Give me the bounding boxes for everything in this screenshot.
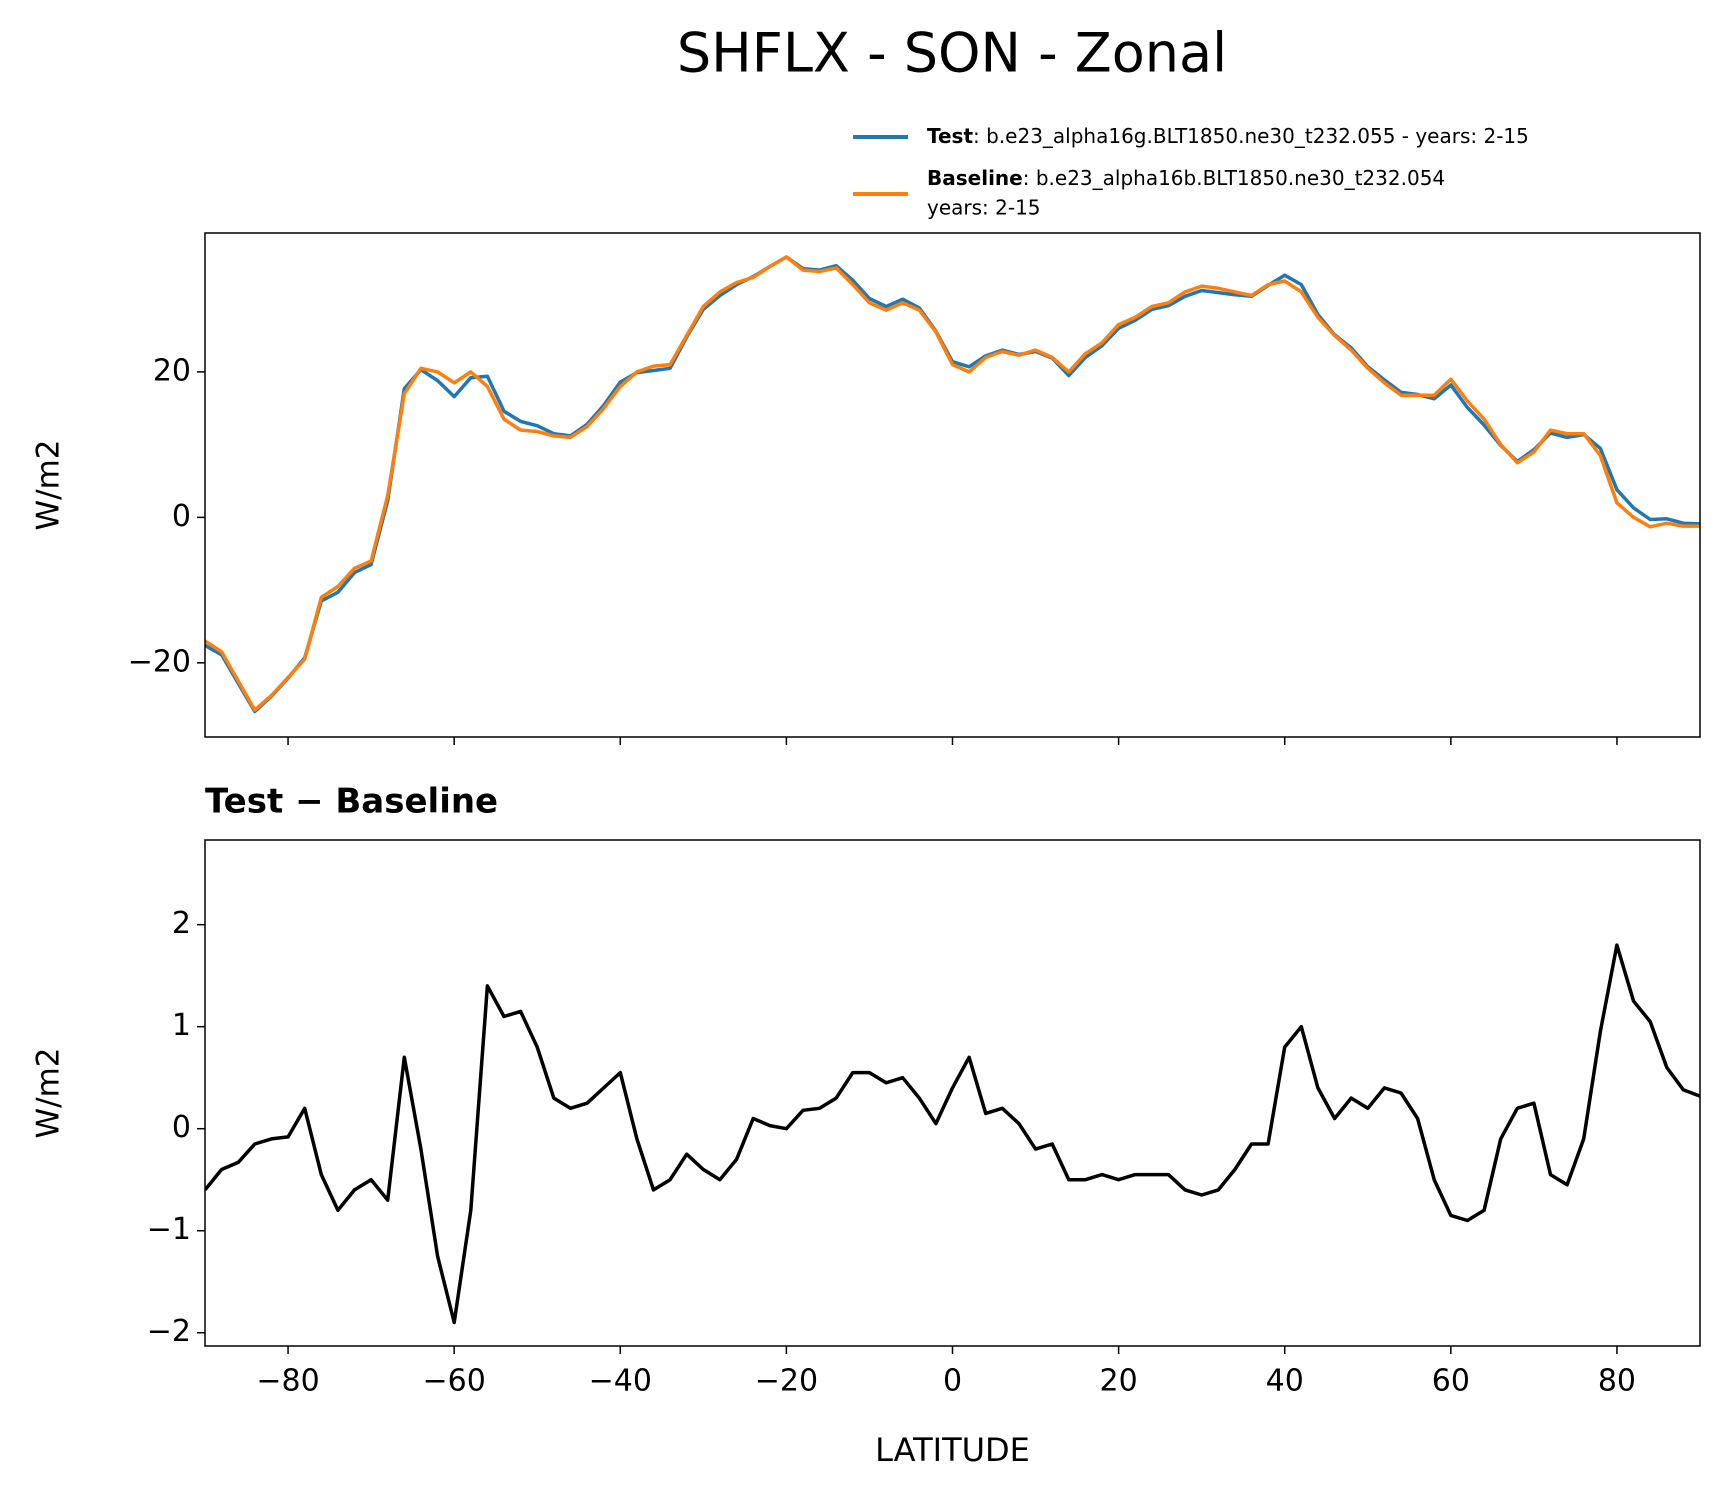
y-tick-label: 2	[172, 906, 191, 941]
figure-title: SHFLX - SON - Zonal	[677, 22, 1227, 85]
axes-frame	[204, 232, 1701, 738]
data-line	[205, 255, 1700, 712]
subplot-title: Test − Baseline	[205, 782, 498, 822]
x-tick-label: 40	[1266, 1364, 1304, 1399]
y-tick-label: −1	[147, 1212, 191, 1247]
x-tick-label: 80	[1598, 1364, 1636, 1399]
x-tick-label: −40	[589, 1364, 652, 1399]
y-tick-label: 1	[172, 1008, 191, 1043]
legend-label: : b.e23_alpha16b.BLT1850.ne30_t232.054	[1023, 166, 1445, 190]
y-tick-label: 0	[172, 499, 191, 534]
y-tick-label: 0	[172, 1110, 191, 1145]
legend-entry: Baseline: b.e23_alpha16b.BLT1850.ne30_t2…	[927, 166, 1445, 190]
axes-frame	[204, 839, 1701, 1347]
legend-label: : b.e23_alpha16g.BLT1850.ne30_t232.055 -…	[973, 124, 1529, 148]
x-axis-label: LATITUDE	[875, 1431, 1030, 1469]
x-tick-label: −80	[256, 1364, 319, 1399]
legend-label: years: 2-15	[927, 196, 1041, 220]
legend-name: Test	[927, 124, 973, 148]
y-axis-label: W/m2	[31, 439, 67, 530]
x-tick-label: −20	[755, 1364, 818, 1399]
y-tick-label: 20	[153, 353, 191, 388]
x-tick-label: 20	[1100, 1364, 1138, 1399]
y-tick-label: −20	[128, 644, 191, 679]
x-tick-label: 60	[1432, 1364, 1470, 1399]
legend-entry: Test: b.e23_alpha16g.BLT1850.ne30_t232.0…	[927, 124, 1529, 148]
y-axis-label: W/m2	[31, 1047, 67, 1138]
data-line	[205, 255, 1700, 714]
data-line	[205, 943, 1700, 1325]
y-tick-label: −2	[147, 1314, 191, 1349]
x-tick-label: −60	[423, 1364, 486, 1399]
x-tick-label: 0	[943, 1364, 962, 1399]
legend-name: Baseline	[927, 166, 1023, 190]
